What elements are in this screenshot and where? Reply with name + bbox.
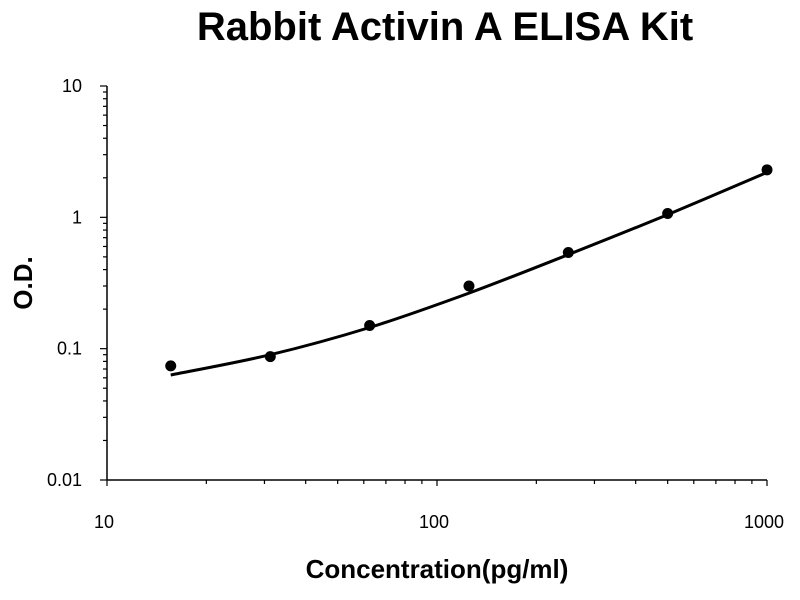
x-tick-label: 10	[94, 512, 114, 532]
data-point	[165, 360, 177, 372]
y-ticks	[100, 85, 107, 481]
data-point	[463, 280, 475, 292]
x-tick-labels: 10 100 1000	[94, 512, 784, 532]
data-point	[761, 164, 773, 176]
x-tick-label: 100	[419, 512, 449, 532]
data-point	[264, 351, 276, 363]
y-axis-label: O.D.	[8, 256, 38, 309]
plot-area: 10 100 1000 10 1 0.1 0.01	[47, 76, 784, 532]
x-tick-label: 1000	[744, 512, 784, 532]
data-point	[562, 246, 574, 258]
fit-curve	[170, 171, 768, 377]
y-tick-labels: 10 1 0.1 0.01	[47, 76, 82, 490]
data-point	[364, 320, 376, 332]
y-tick-label: 10	[62, 76, 82, 96]
x-ticks	[106, 480, 768, 486]
x-axis-label: Concentration(pg/ml)	[306, 554, 569, 584]
data-point	[662, 207, 674, 219]
chart-title: Rabbit Activin A ELISA Kit	[197, 5, 693, 49]
y-tick-label: 1	[72, 207, 82, 227]
y-tick-label: 0.01	[47, 470, 82, 490]
y-tick-label: 0.1	[57, 339, 82, 359]
data-points	[165, 164, 773, 372]
